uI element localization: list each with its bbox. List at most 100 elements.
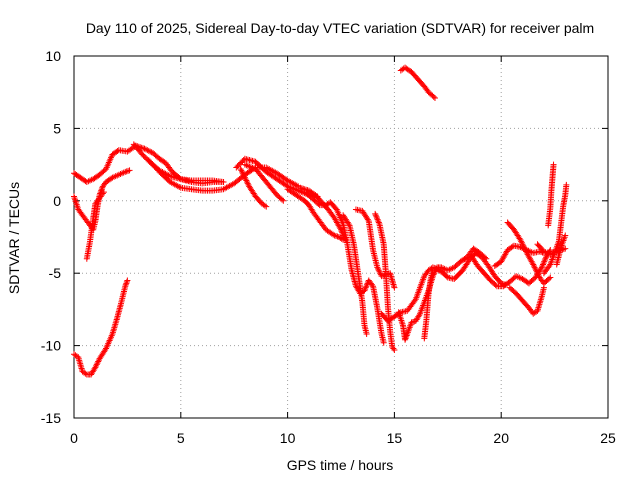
data-point	[82, 370, 89, 377]
data-point	[372, 210, 379, 217]
data-point	[563, 181, 570, 188]
data-point	[429, 267, 436, 274]
data-point	[520, 242, 527, 249]
x-tick-label: 10	[280, 430, 296, 446]
data-point	[431, 94, 438, 101]
data-point	[123, 278, 130, 285]
data-point	[243, 177, 250, 184]
data-point	[521, 245, 528, 252]
data-point	[123, 280, 130, 287]
x-axis-label: GPS time / hours	[287, 457, 394, 473]
data-point	[546, 275, 553, 282]
data-point	[375, 267, 382, 274]
y-tick-label: 0	[53, 193, 61, 209]
data-point	[238, 167, 245, 174]
data-point	[122, 283, 129, 290]
data-point	[540, 261, 547, 268]
y-tick-label: -10	[41, 338, 61, 354]
data-point	[263, 203, 270, 210]
plot-frame	[73, 55, 609, 419]
data-point	[541, 258, 548, 265]
data-point	[483, 255, 490, 262]
data-point	[93, 362, 100, 369]
data-points	[71, 64, 570, 378]
data-point	[542, 255, 549, 262]
data-point	[241, 173, 248, 180]
data-point	[124, 277, 131, 284]
data-point	[531, 264, 538, 271]
data-point	[403, 332, 410, 339]
data-point	[141, 145, 148, 152]
data-point	[520, 244, 527, 251]
data-point	[492, 282, 499, 289]
x-tick-label: 5	[177, 430, 185, 446]
data-point	[102, 346, 109, 353]
data-point	[92, 364, 99, 371]
data-point	[541, 257, 548, 264]
data-point	[244, 178, 251, 185]
data-point	[402, 335, 409, 342]
data-point	[315, 200, 322, 207]
data-point	[373, 213, 380, 220]
data-point	[240, 171, 247, 178]
data-point	[375, 219, 382, 226]
data-point	[550, 161, 557, 168]
data-point	[518, 239, 525, 246]
data-point	[518, 238, 525, 245]
y-tick-label: -5	[49, 265, 62, 281]
data-point	[547, 274, 554, 281]
x-tick-label: 0	[70, 430, 78, 446]
data-point	[362, 286, 369, 293]
data-point	[402, 336, 409, 343]
data-point	[363, 283, 370, 290]
data-point	[533, 268, 540, 275]
data-point	[220, 178, 227, 185]
data-point	[519, 241, 526, 248]
axis-ticks	[73, 55, 609, 419]
data-point	[99, 190, 106, 197]
data-point	[239, 168, 246, 175]
data-point	[280, 197, 287, 204]
data-point	[530, 261, 537, 268]
data-point	[534, 270, 541, 277]
data-point	[261, 202, 268, 209]
data-point	[530, 262, 537, 269]
y-tick-label: -15	[41, 410, 61, 426]
y-tick-label: 10	[45, 48, 61, 64]
data-point	[362, 284, 369, 291]
data-point	[364, 216, 371, 223]
data-point	[95, 358, 102, 365]
data-point	[94, 359, 101, 366]
data-point	[144, 147, 151, 154]
data-point	[363, 281, 370, 288]
data-point	[374, 215, 381, 222]
grid	[74, 56, 608, 418]
x-tick-label: 20	[493, 430, 509, 446]
data-point	[376, 268, 383, 275]
data-point	[372, 212, 379, 219]
data-point	[546, 262, 553, 269]
data-point	[100, 189, 107, 196]
data-point	[345, 220, 352, 227]
data-point	[363, 331, 370, 338]
data-point	[416, 312, 423, 319]
y-tick-labels: -15 -10 -5 0 5 10	[41, 48, 61, 426]
data-point	[391, 284, 398, 291]
data-point	[411, 297, 418, 304]
data-point	[237, 165, 244, 172]
data-point	[93, 361, 100, 368]
data-point	[538, 264, 545, 271]
data-point	[337, 225, 344, 232]
data-point	[375, 265, 382, 272]
data-point	[443, 273, 450, 280]
data-point	[330, 231, 337, 238]
data-point	[239, 170, 246, 177]
data-point	[142, 146, 149, 153]
data-point	[242, 176, 249, 183]
data-point	[562, 232, 569, 239]
data-point	[147, 148, 154, 155]
data-point	[391, 346, 398, 353]
data-point	[380, 339, 387, 346]
data-point	[122, 281, 129, 288]
